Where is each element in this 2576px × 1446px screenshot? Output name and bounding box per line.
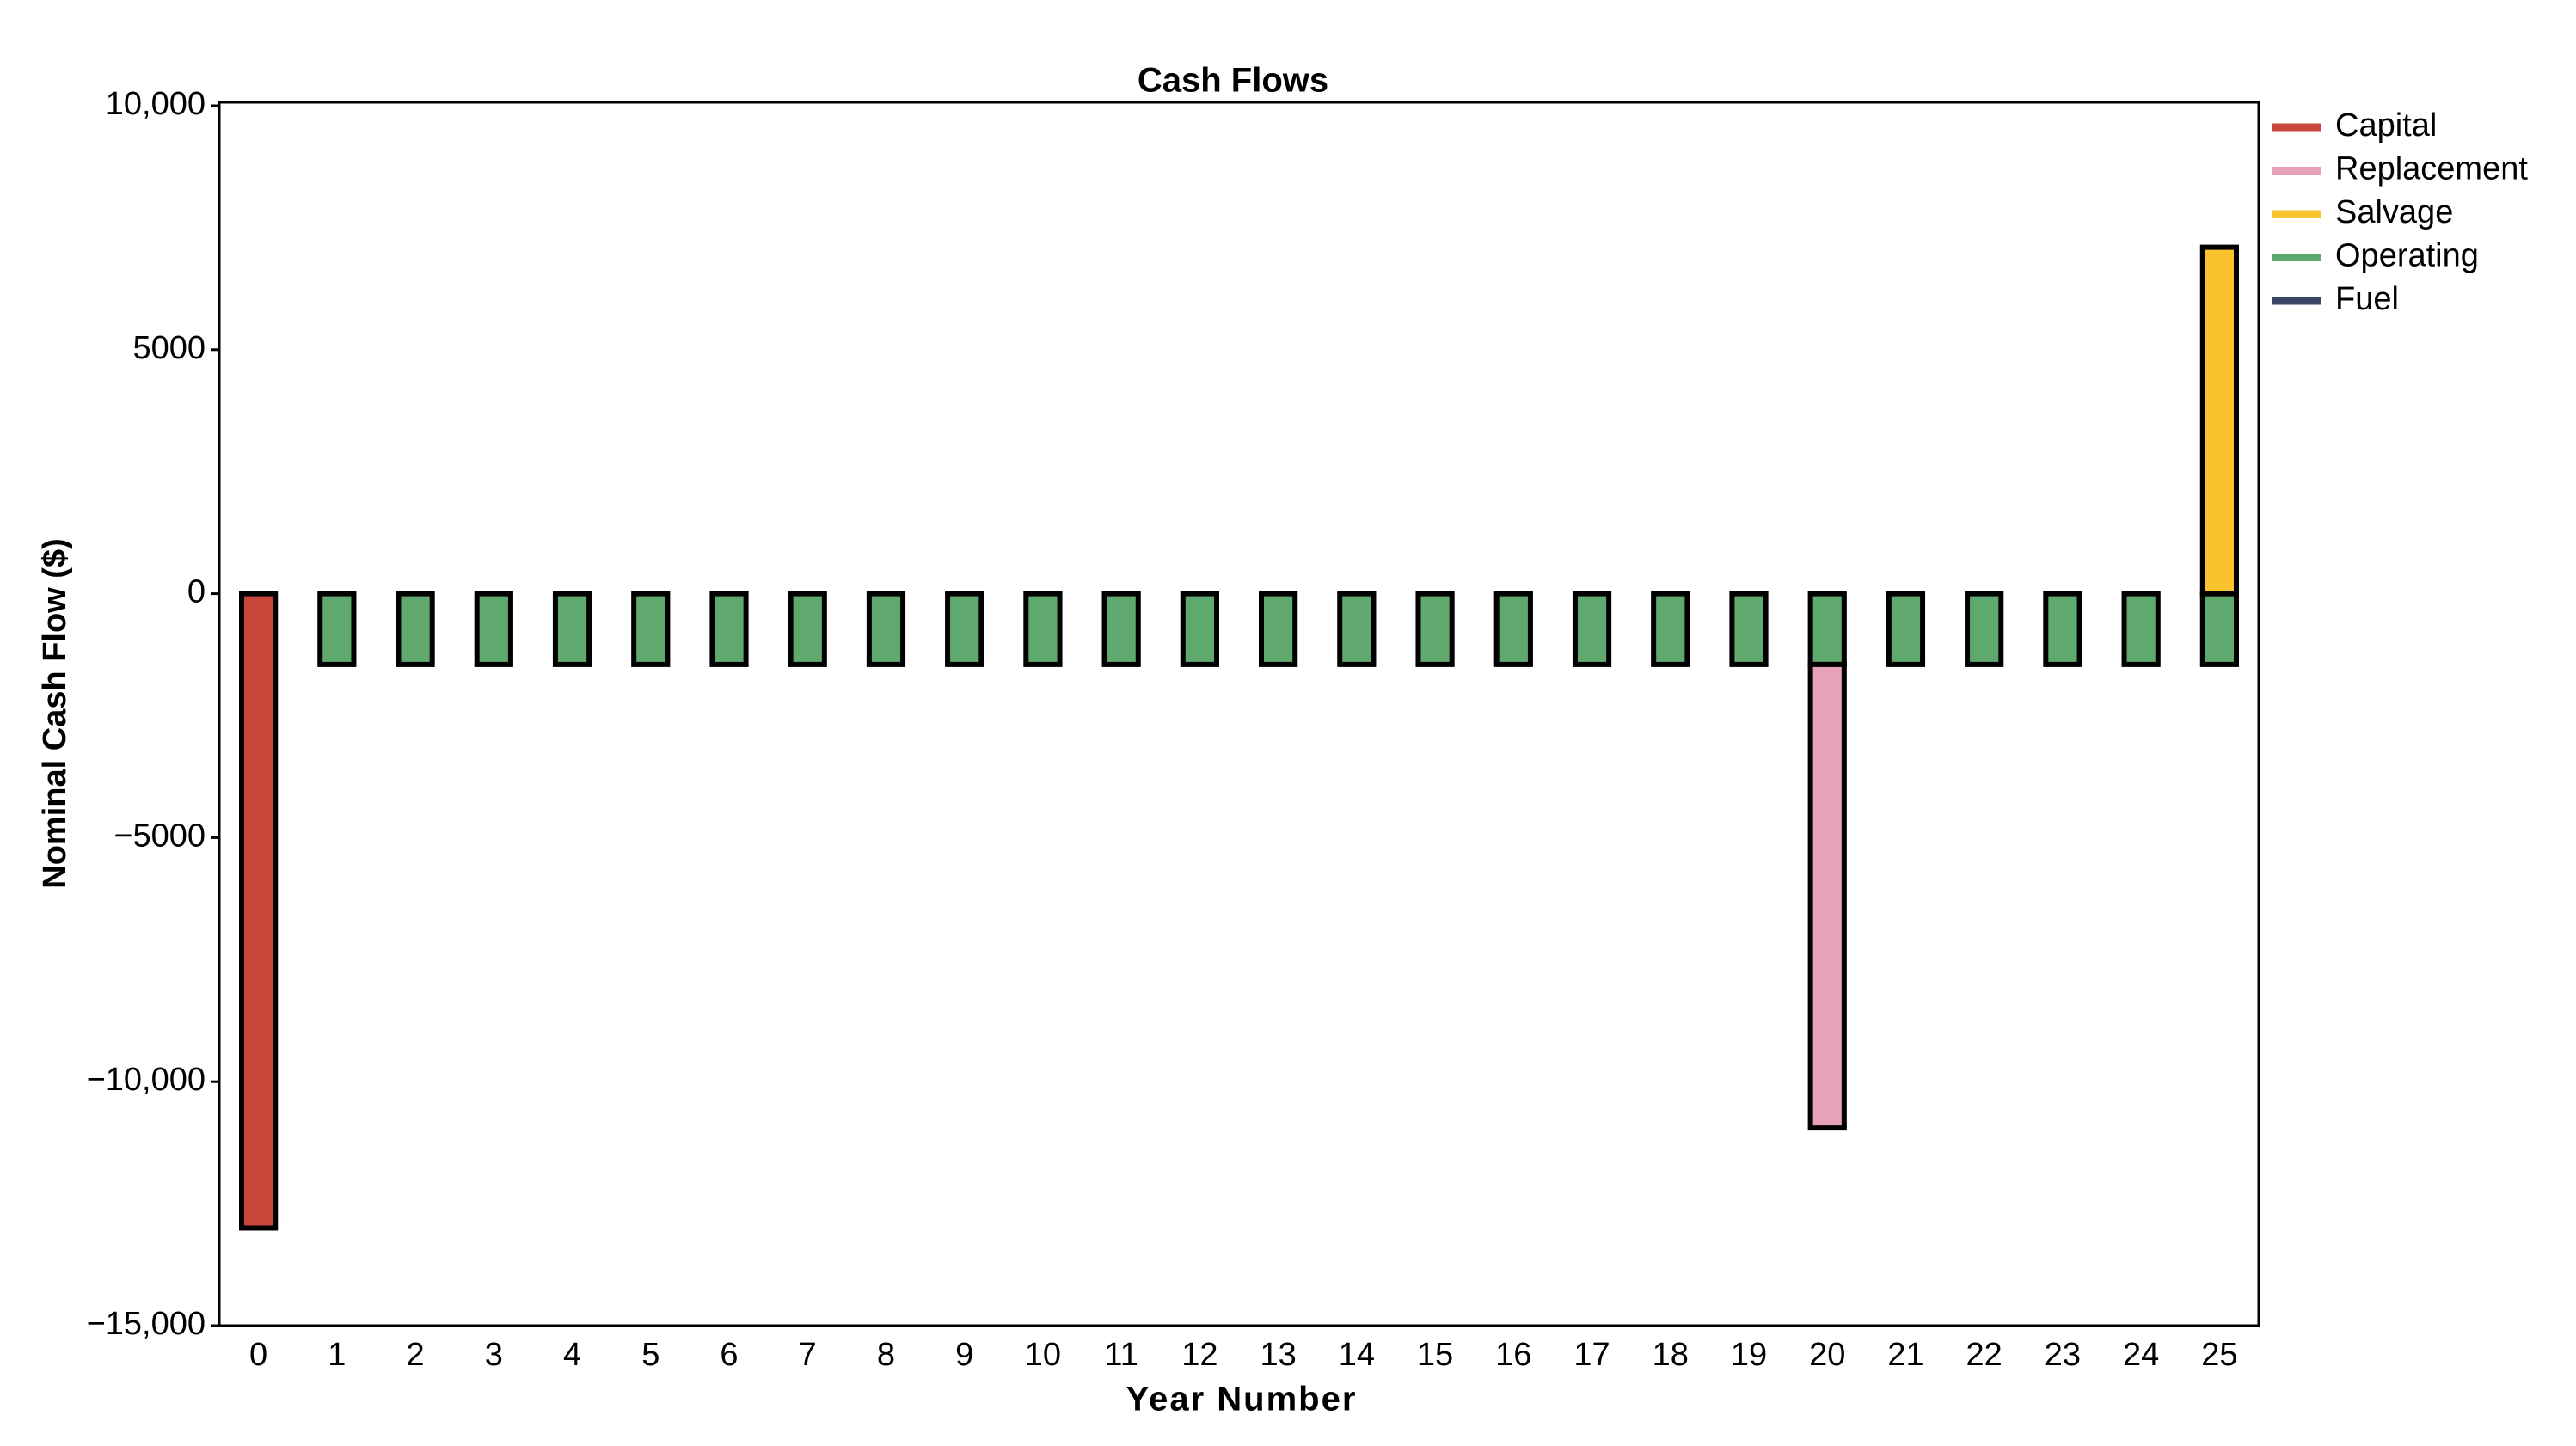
bar-segment [317,591,357,667]
x-tick-label: 20 [1809,1337,1845,1373]
bar-segment [1180,591,1219,667]
bar-segment [1651,591,1690,667]
x-tick-label: 13 [1260,1337,1296,1373]
x-tick-label: 8 [877,1337,895,1373]
y-axis-title: Nominal Cash Flow ($) [37,538,73,888]
y-tick-label: 5000 [132,330,205,366]
x-tick-label: 25 [2201,1337,2237,1373]
bar-segment [1493,591,1533,667]
legend-label: Salvage [2335,194,2453,230]
y-tick-label: −15,000 [87,1306,205,1342]
bar-segment [552,591,592,667]
x-tick-label: 7 [799,1337,817,1373]
bar-segment [1807,661,1847,1131]
legend-label: Fuel [2335,281,2399,317]
bar-segment [1807,591,1847,667]
bar-segment [1965,591,2004,667]
bar-segment [2121,591,2161,667]
y-tick-label: −10,000 [87,1062,205,1098]
x-tick-label: 17 [1573,1337,1610,1373]
bar-segment [396,591,435,667]
x-tick-label: 1 [328,1337,346,1373]
bar-segment [1886,591,1926,667]
x-tick-label: 21 [1887,1337,1923,1373]
bar-segment [1415,591,1455,667]
bar-segment [239,591,279,1231]
bar-segment [1572,591,1612,667]
bar-segment [631,591,671,667]
bar-segment [2043,591,2082,667]
legend-label: Operating [2335,238,2479,274]
x-tick-label: 6 [720,1337,738,1373]
bar-segment [1259,591,1298,667]
x-tick-label: 12 [1181,1337,1217,1373]
x-tick-label: 0 [249,1337,267,1373]
legend-label: Replacement [2335,151,2528,187]
x-tick-label: 19 [1731,1337,1767,1373]
x-tick-label: 23 [2045,1337,2081,1373]
x-tick-label: 16 [1495,1337,1531,1373]
x-tick-label: 5 [641,1337,659,1373]
bar-segment [2199,591,2239,667]
bar-segment [1729,591,1769,667]
x-tick-label: 4 [563,1337,581,1373]
x-tick-label: 2 [407,1337,425,1373]
bar-segment [1101,591,1141,667]
y-tick-label: −5000 [113,818,205,854]
x-tick-label: 11 [1104,1337,1138,1373]
bar-segment [1023,591,1063,667]
x-axis-title: Year Number [1126,1381,1358,1418]
bar-segment [945,591,984,667]
bar-segment [709,591,749,667]
x-tick-label: 22 [1966,1337,2003,1373]
bar-segment [866,591,906,667]
bar-segment [788,591,827,667]
x-tick-label: 24 [2123,1337,2159,1373]
y-tick-label: 0 [187,574,205,610]
x-tick-label: 14 [1339,1337,1375,1373]
chart-title: Cash Flows [1138,62,1328,100]
legend-label: Capital [2335,107,2437,144]
x-tick-label: 10 [1025,1337,1061,1373]
plot-frame [218,101,2260,1327]
x-tick-label: 18 [1653,1337,1689,1373]
x-tick-label: 3 [485,1337,503,1373]
y-tick-label: 10,000 [106,86,205,122]
x-tick-label: 9 [955,1337,973,1373]
bar-segment [1337,591,1377,667]
bar-segment [474,591,513,667]
bar-segment [2199,244,2239,597]
x-tick-label: 15 [1417,1337,1453,1373]
